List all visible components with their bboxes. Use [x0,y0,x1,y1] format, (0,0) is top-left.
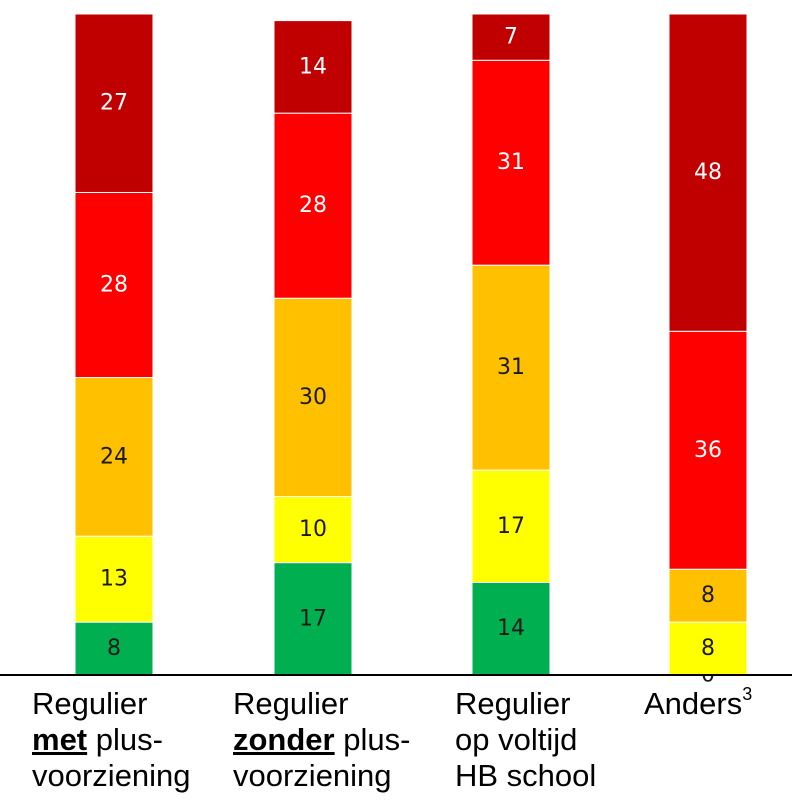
bar-segment-3-4 [471,59,551,266]
bar-segment-4-5 [668,13,748,332]
bar-segment-1-3 [74,377,154,537]
bar-segment-4-4 [668,330,748,570]
data-label-4-3: 8 [701,583,715,608]
category-label-4: Anders3 [644,684,753,722]
category-label-2-emphasis: zonder [233,722,335,757]
bar-segment-3-1 [471,581,551,676]
bar-segment-4-2 [668,621,748,676]
data-label-4-4: 36 [694,438,722,463]
bar-segment-3-3 [471,264,551,471]
category-label-2: Regulier zonder plus- voorziening [233,686,410,794]
category-label-3-line-2: op voltijd [455,722,578,757]
data-label-2-4: 28 [299,193,327,218]
bar-segment-1-2 [74,535,154,623]
data-label-2-1: 17 [299,606,327,631]
bars-group: 81324282717103028141417313170883648 [74,13,748,688]
category-label-1-line-2-rest: plus- [87,722,163,757]
bar-segment-4-3 [668,568,748,623]
bar-segment-2-1 [273,562,353,676]
bar-segment-3-5 [471,13,551,61]
category-label-3: Regulier op voltijd HB school [455,686,596,794]
bar-segment-2-5 [273,20,353,114]
category-label-1-line-3: voorziening [32,758,191,793]
bar-segment-1-1 [74,621,154,676]
category-label-2-line-2: zonder plus- [233,722,410,758]
bar-segment-3-2 [471,469,551,583]
category-label-1-emphasis: met [32,722,88,757]
data-label-3-4: 31 [497,150,525,175]
data-label-3-2: 17 [497,514,525,539]
data-label-2-2: 10 [299,517,327,542]
category-label-1: Regulier met plus- voorziening [32,686,191,794]
category-label-4-line-1: Anders3 [644,684,753,722]
data-label-3-3: 31 [497,355,525,380]
data-label-1-4: 28 [100,273,128,298]
bar-segment-2-4 [273,112,353,299]
category-label-1-line-1: Regulier [32,686,148,721]
category-label-2-line-2-rest: plus- [334,722,411,757]
category-label-3-line-1: Regulier [455,686,571,721]
data-label-1-1: 8 [107,636,121,661]
data-label-1-2: 13 [100,567,128,592]
data-label-1-5: 27 [100,91,128,116]
category-label-2-line-1: Regulier [233,686,349,721]
data-label-2-3: 30 [299,385,327,410]
category-label-2-line-3: voorziening [233,758,392,793]
data-label-1-3: 24 [100,444,128,469]
data-label-3-1: 14 [497,616,525,641]
category-label-4-text: Anders [644,686,743,721]
bar-segment-1-5 [74,13,154,193]
bar-segment-2-3 [273,297,353,498]
data-label-4-5: 48 [694,160,722,185]
data-label-3-5: 7 [504,25,518,50]
category-label-4-superscript: 3 [742,684,753,704]
data-label-4-2: 8 [701,636,715,661]
category-label-1-line-2: met plus- [32,722,191,758]
bar-segment-2-2 [273,496,353,564]
category-label-3-line-3: HB school [455,758,597,793]
data-label-2-5: 14 [299,54,327,79]
